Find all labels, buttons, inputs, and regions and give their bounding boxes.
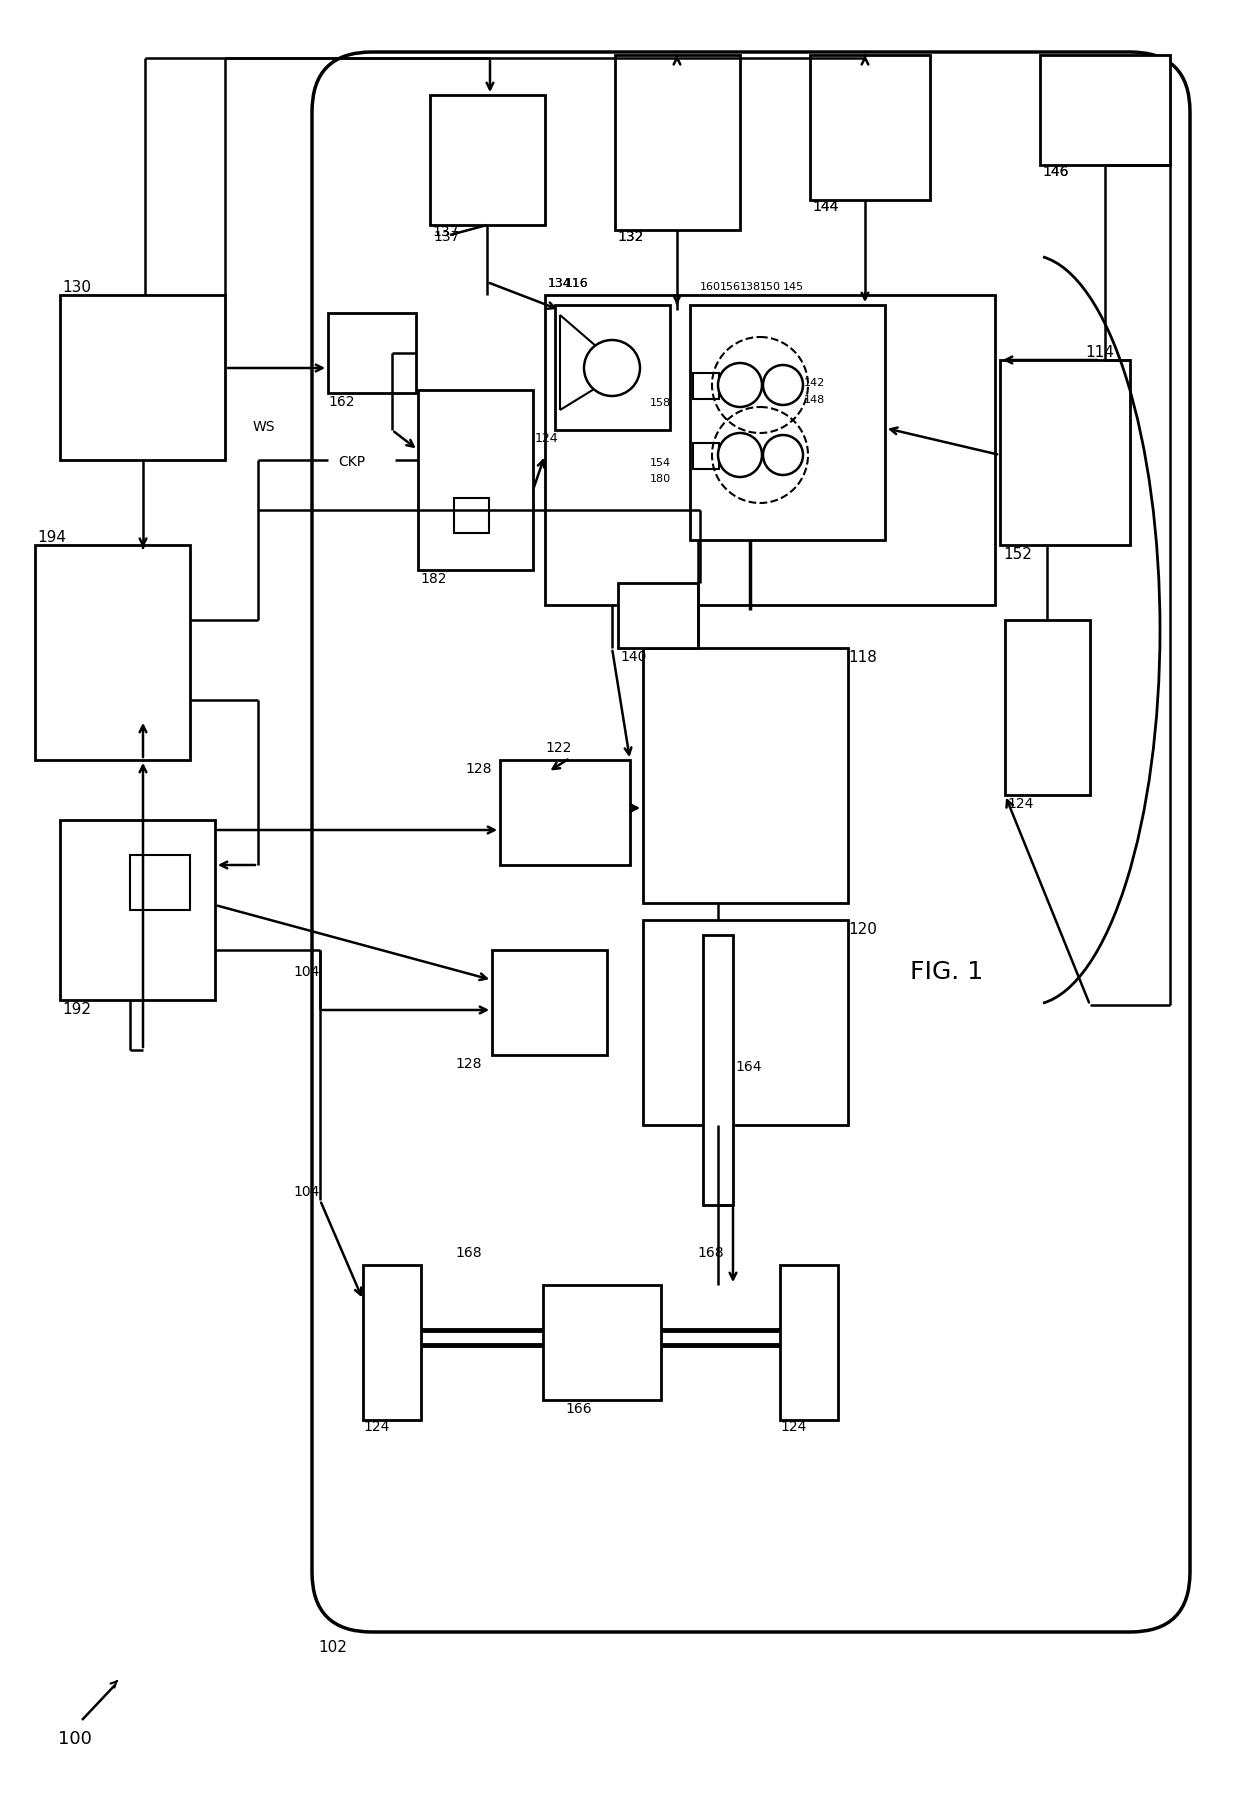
Text: 160: 160 [701,281,720,292]
Text: 114: 114 [1085,345,1114,361]
Bar [1004,621,1090,796]
Bar [1040,54,1171,164]
Bar [430,96,546,226]
Text: 132: 132 [618,229,644,244]
Text: 124: 124 [534,431,559,446]
Text: 182: 182 [420,572,446,586]
Circle shape [718,433,763,476]
Text: 124: 124 [1007,797,1033,812]
Text: 102: 102 [317,1640,347,1654]
Text: 128: 128 [465,761,491,776]
Text: 124: 124 [363,1420,389,1434]
Bar [703,934,733,1205]
Text: 140: 140 [620,649,646,664]
Bar [644,920,848,1126]
Text: 124: 124 [780,1420,806,1434]
Bar [454,498,489,532]
Bar [780,1265,838,1420]
Bar [60,821,215,999]
Text: 122: 122 [546,741,572,756]
Bar [810,54,930,200]
Bar [615,54,740,229]
Text: 128: 128 [455,1057,481,1072]
Bar [644,648,848,904]
Text: 168: 168 [455,1247,481,1259]
Text: 104: 104 [293,965,320,980]
Text: 150: 150 [760,281,781,292]
Bar [556,305,670,429]
Circle shape [584,339,640,397]
Text: 152: 152 [1003,547,1032,563]
Text: 146: 146 [1042,164,1069,179]
Bar [546,296,994,604]
Text: 134: 134 [548,278,572,290]
Bar [500,759,630,864]
Text: 168: 168 [697,1247,724,1259]
Bar [363,1265,422,1420]
Text: CKP: CKP [339,455,365,469]
Circle shape [718,363,763,408]
Circle shape [763,435,804,474]
Bar [35,545,190,759]
Text: 194: 194 [37,530,66,545]
Bar [418,390,533,570]
Bar [693,444,719,469]
Bar [329,314,415,393]
Text: 156: 156 [720,281,742,292]
Text: 166: 166 [565,1402,591,1416]
Circle shape [763,364,804,406]
Text: 146: 146 [1042,164,1069,179]
Text: WS: WS [253,420,275,435]
Text: 162: 162 [329,395,355,410]
Bar [60,296,224,460]
Bar [492,951,608,1055]
Text: 118: 118 [848,649,877,666]
Text: 145: 145 [782,281,804,292]
Text: 132: 132 [618,229,644,244]
Bar [999,361,1130,545]
FancyBboxPatch shape [312,52,1190,1633]
Text: 130: 130 [62,280,91,296]
Text: 137: 137 [433,229,459,244]
Bar [543,1284,661,1400]
Text: 134: 134 [548,278,572,290]
Text: 116: 116 [565,278,589,290]
Text: 138: 138 [740,281,761,292]
Text: 120: 120 [848,922,877,936]
Bar [693,373,719,399]
Text: 144: 144 [812,200,838,215]
Text: 116: 116 [565,278,589,290]
Text: 142: 142 [804,379,826,388]
Text: 192: 192 [62,1001,91,1017]
Text: 164: 164 [735,1061,761,1073]
Text: 154: 154 [650,458,671,467]
Text: FIG. 1: FIG. 1 [910,960,983,983]
Bar [618,583,698,648]
Bar [130,855,190,909]
Text: 137: 137 [432,226,459,238]
Text: 144: 144 [812,200,838,215]
Text: 100: 100 [58,1730,92,1748]
Text: 104: 104 [293,1185,320,1200]
Text: 158: 158 [650,399,671,408]
Text: 148: 148 [804,395,826,406]
Bar [689,305,885,539]
Text: 180: 180 [650,474,671,483]
